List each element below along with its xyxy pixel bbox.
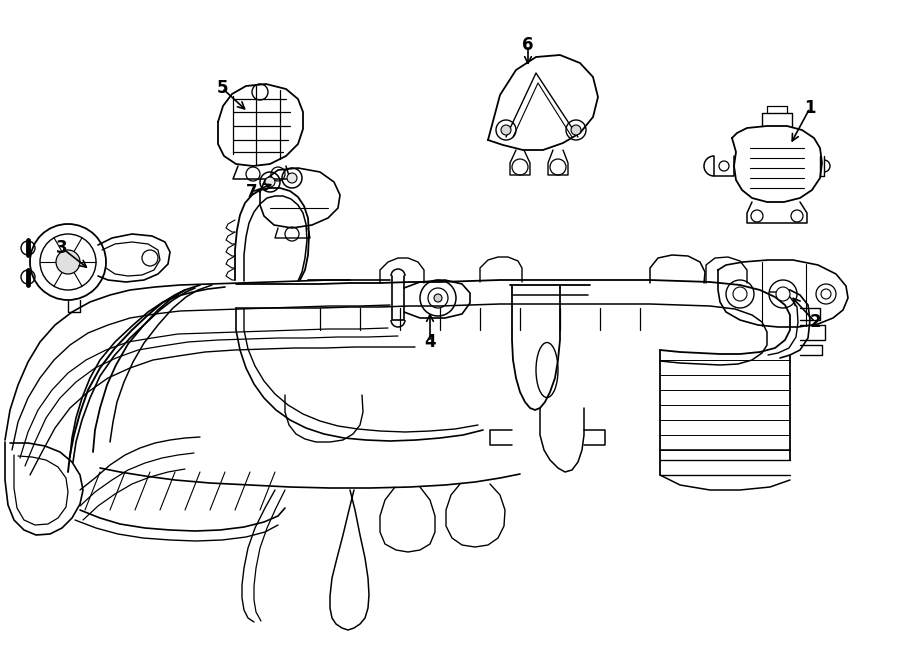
Circle shape — [501, 125, 511, 135]
Circle shape — [287, 173, 297, 183]
Text: 3: 3 — [56, 239, 68, 257]
Text: 5: 5 — [216, 79, 228, 97]
Circle shape — [434, 294, 442, 302]
Circle shape — [265, 177, 275, 187]
Circle shape — [733, 287, 747, 301]
Text: 2: 2 — [809, 313, 821, 331]
Text: 4: 4 — [424, 333, 436, 351]
Text: 7: 7 — [247, 183, 257, 201]
Text: 1: 1 — [805, 99, 815, 117]
Text: 6: 6 — [522, 36, 534, 54]
Circle shape — [571, 125, 581, 135]
Circle shape — [821, 289, 831, 299]
Circle shape — [56, 250, 80, 274]
Circle shape — [776, 287, 790, 301]
